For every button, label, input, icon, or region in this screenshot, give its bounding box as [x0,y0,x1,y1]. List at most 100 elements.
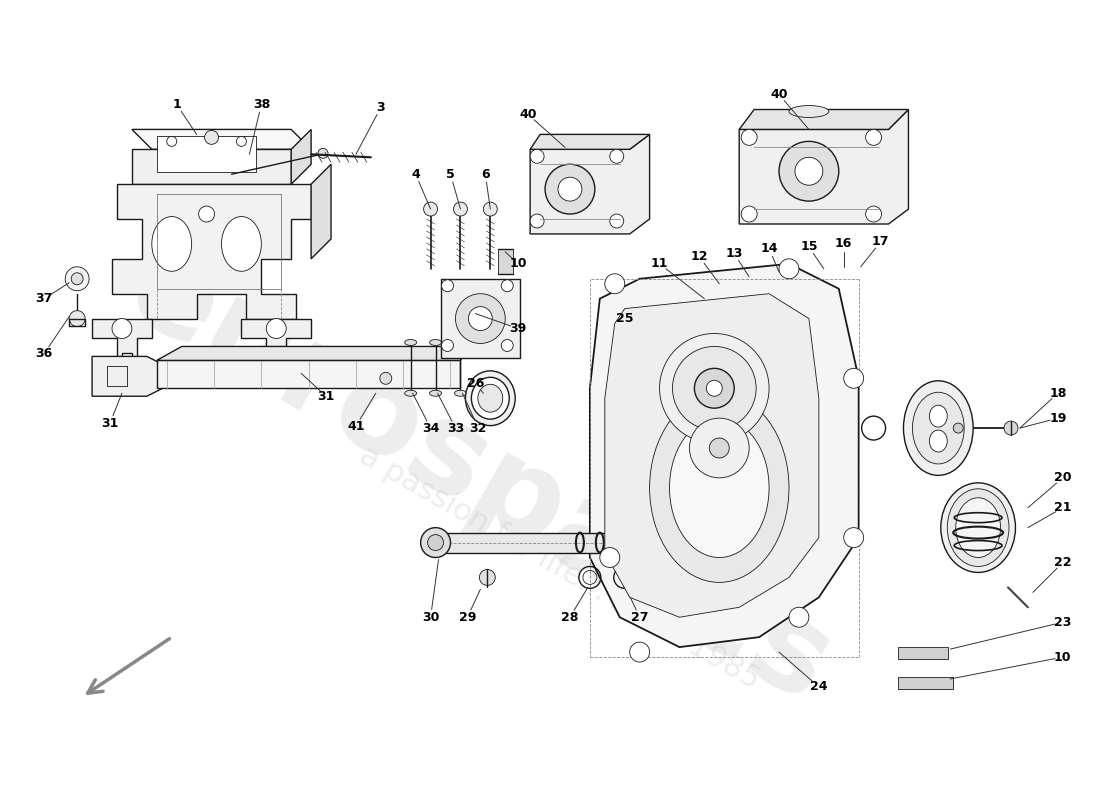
Circle shape [672,346,756,430]
Polygon shape [132,130,311,150]
Circle shape [866,206,881,222]
Text: 29: 29 [459,610,476,624]
Circle shape [205,130,219,144]
Circle shape [605,274,625,294]
Text: 27: 27 [631,610,648,624]
Polygon shape [92,318,152,358]
Circle shape [69,310,85,326]
Ellipse shape [152,217,191,271]
Polygon shape [292,130,311,184]
Ellipse shape [405,390,417,396]
Text: 33: 33 [447,422,464,434]
Bar [899,647,948,659]
Text: 40: 40 [770,88,788,101]
Polygon shape [241,318,311,358]
Circle shape [379,372,392,384]
Text: 5: 5 [447,168,455,181]
Text: eurospares: eurospares [108,228,852,728]
Text: 16: 16 [835,238,852,250]
Polygon shape [530,134,650,150]
Polygon shape [92,357,167,396]
Text: 25: 25 [616,312,634,325]
Circle shape [428,534,443,550]
Circle shape [706,380,723,396]
Text: 31: 31 [318,390,334,402]
Circle shape [789,607,808,627]
Text: 14: 14 [760,242,778,255]
Circle shape [741,206,757,222]
Circle shape [424,202,438,216]
Polygon shape [112,184,311,318]
Circle shape [690,418,749,478]
Circle shape [441,280,453,292]
Polygon shape [132,150,292,184]
Circle shape [455,294,505,343]
Text: 13: 13 [726,247,742,260]
Circle shape [420,528,451,558]
Bar [608,329,618,349]
Ellipse shape [789,106,828,118]
Circle shape [546,164,595,214]
Circle shape [779,142,839,201]
Circle shape [530,150,544,163]
Ellipse shape [930,405,947,427]
Ellipse shape [650,394,789,582]
Text: 34: 34 [422,422,439,434]
Text: 17: 17 [872,235,889,249]
Circle shape [441,339,453,351]
Circle shape [866,130,881,146]
Circle shape [112,318,132,338]
Circle shape [779,259,799,278]
Circle shape [502,339,514,351]
Text: 18: 18 [1049,386,1067,400]
Text: 15: 15 [800,240,817,254]
Circle shape [318,148,328,158]
Text: 10: 10 [509,258,527,270]
Bar [157,136,256,172]
Ellipse shape [947,489,1009,566]
Polygon shape [430,533,639,553]
Ellipse shape [940,483,1015,573]
Circle shape [453,202,468,216]
Circle shape [167,136,177,146]
Circle shape [710,438,729,458]
Circle shape [469,306,493,330]
Polygon shape [157,346,471,360]
Text: 37: 37 [35,292,53,305]
Text: 32: 32 [470,422,487,434]
Text: 39: 39 [509,322,527,335]
Circle shape [600,547,619,567]
Text: 36: 36 [35,347,53,360]
Text: 30: 30 [422,610,439,624]
Ellipse shape [472,378,509,419]
Circle shape [65,267,89,290]
Circle shape [660,334,769,443]
Ellipse shape [405,339,417,346]
Polygon shape [739,110,909,130]
Text: 3: 3 [376,101,385,114]
Ellipse shape [454,339,466,346]
Polygon shape [605,294,818,618]
Circle shape [1004,421,1018,435]
Ellipse shape [430,390,441,396]
Text: 11: 11 [651,258,669,270]
Circle shape [558,178,582,201]
Text: 19: 19 [1049,412,1067,425]
Circle shape [609,150,624,163]
Circle shape [694,368,734,408]
Text: 12: 12 [691,250,708,263]
Text: 21: 21 [1054,502,1071,514]
Circle shape [844,368,864,388]
Polygon shape [739,110,909,224]
Text: a passion for life... since 1985: a passion for life... since 1985 [354,441,766,694]
Text: 4: 4 [411,168,420,181]
Circle shape [72,273,84,285]
Text: 24: 24 [810,681,827,694]
Ellipse shape [912,392,965,464]
Ellipse shape [221,217,262,271]
Polygon shape [530,134,650,234]
Circle shape [844,528,864,547]
Circle shape [236,136,246,146]
Circle shape [480,570,495,586]
Text: 40: 40 [519,108,537,121]
